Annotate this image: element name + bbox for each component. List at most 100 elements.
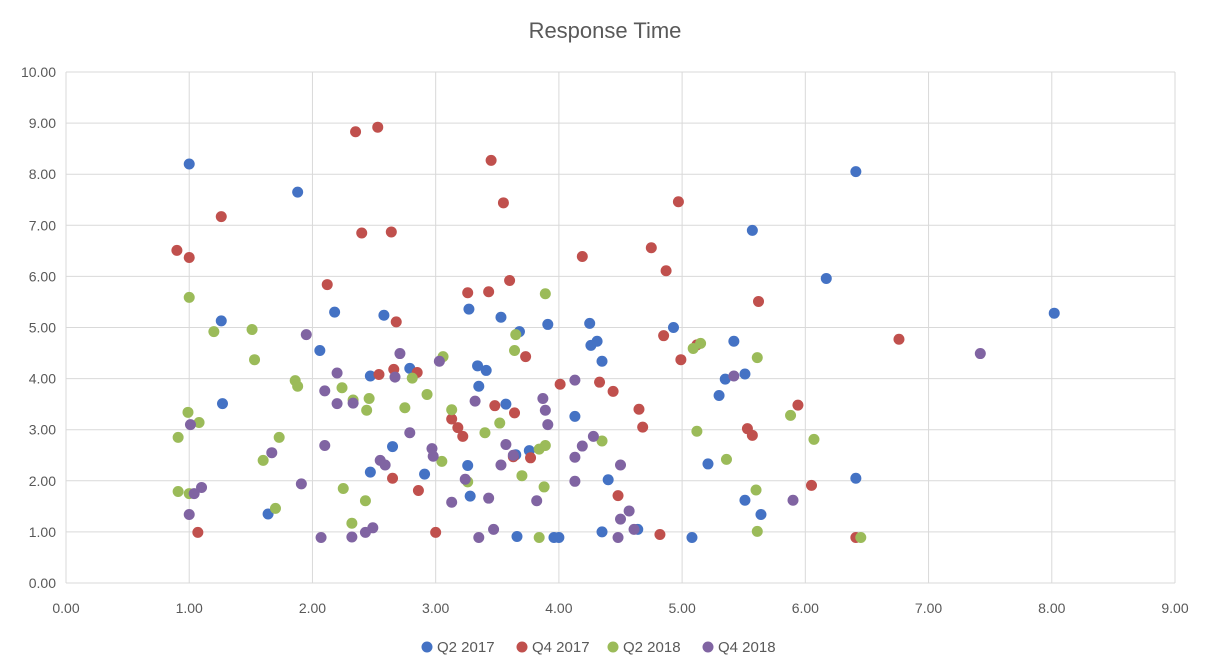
data-point (246, 324, 258, 336)
data-point (171, 244, 183, 256)
data-point (183, 291, 195, 303)
data-point (488, 523, 500, 535)
legend-marker (516, 641, 528, 653)
data-point (633, 403, 645, 415)
data-point (660, 265, 672, 277)
data-point (672, 196, 684, 208)
data-point (539, 404, 551, 416)
data-point (433, 355, 445, 367)
data-point (459, 473, 471, 485)
data-point (596, 526, 608, 538)
data-point (576, 250, 588, 262)
x-tick-label: 4.00 (545, 600, 572, 616)
data-point (385, 226, 397, 238)
data-point (569, 475, 581, 487)
data-point (215, 211, 227, 223)
data-point (591, 335, 603, 347)
legend-marker (421, 641, 433, 653)
data-point (720, 453, 732, 465)
data-point (379, 459, 391, 471)
data-point (587, 430, 599, 442)
data-point (554, 378, 566, 390)
data-point (485, 154, 497, 166)
x-tick-label: 2.00 (299, 600, 326, 616)
data-point (792, 399, 804, 411)
data-point (300, 329, 312, 341)
data-point (569, 410, 581, 422)
data-point (542, 419, 554, 431)
data-point (331, 398, 343, 410)
data-point (394, 348, 406, 360)
x-tick-label: 8.00 (1038, 600, 1065, 616)
legend-marker (702, 641, 714, 653)
data-point (511, 530, 523, 542)
x-axis-ticks: 0.00 1.00 2.00 3.00 4.00 5.00 6.00 7.00 8.00 9.00 (52, 600, 1188, 616)
data-point (686, 532, 698, 544)
data-point (457, 430, 469, 442)
data-point (531, 495, 543, 507)
data-point (421, 388, 433, 400)
data-point (387, 441, 399, 453)
x-tick-label: 9.00 (1161, 600, 1188, 616)
data-point (645, 242, 657, 254)
y-tick-label: 5.00 (29, 320, 56, 336)
data-point (321, 279, 333, 291)
data-point (329, 306, 341, 318)
data-point (751, 352, 763, 364)
data-point (516, 470, 528, 482)
data-point (510, 329, 522, 341)
y-tick-label: 10.00 (21, 64, 56, 80)
data-point (346, 517, 358, 529)
data-point (406, 372, 418, 384)
legend-item: Q4 2017 (516, 639, 590, 656)
data-point (469, 395, 481, 407)
data-point (462, 287, 474, 299)
data-point (1048, 307, 1060, 319)
x-tick-label: 7.00 (915, 600, 942, 616)
data-point (753, 295, 765, 307)
data-point (750, 484, 762, 496)
data-point (850, 472, 862, 484)
data-point (539, 288, 551, 300)
data-point (350, 126, 362, 138)
data-point (615, 513, 626, 525)
data-point (713, 389, 725, 401)
data-point (489, 400, 501, 412)
data-point (594, 376, 606, 388)
y-tick-label: 0.00 (29, 575, 56, 591)
data-point (787, 494, 799, 506)
data-point (184, 419, 196, 431)
data-point (507, 449, 519, 461)
y-axis-ticks: 0.00 1.00 2.00 3.00 4.00 5.00 6.00 7.00 8.00 9.00… (21, 64, 56, 591)
data-point (719, 373, 731, 385)
chart-title: Response Time (529, 18, 682, 43)
legend: Q2 2017 Q4 2017 Q2 2018 Q4 2018 (421, 639, 776, 656)
data-point (480, 364, 492, 376)
data-point (430, 526, 442, 538)
data-point (216, 398, 228, 410)
data-point (446, 404, 458, 416)
data-point (269, 502, 281, 514)
legend-marker (607, 641, 619, 653)
data-point (292, 186, 304, 198)
data-point (436, 455, 448, 467)
legend-label: Q4 2018 (718, 639, 776, 656)
x-tick-label: 1.00 (176, 600, 203, 616)
data-point (615, 459, 626, 471)
series-q4-2018 (183, 329, 986, 544)
data-point (602, 474, 614, 486)
data-point (372, 121, 384, 133)
data-point (359, 526, 371, 538)
data-point (183, 509, 195, 521)
data-point (462, 459, 474, 471)
data-point (364, 370, 376, 382)
data-point (739, 368, 751, 380)
data-point (675, 354, 687, 366)
data-point (504, 274, 516, 286)
data-point (182, 406, 194, 418)
x-tick-label: 0.00 (52, 600, 79, 616)
data-point (612, 532, 624, 544)
data-point (495, 459, 507, 471)
data-point (196, 481, 208, 493)
